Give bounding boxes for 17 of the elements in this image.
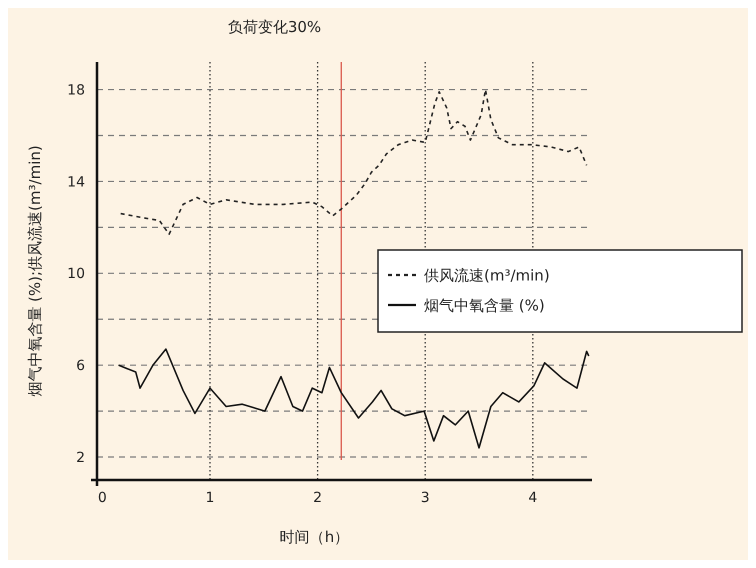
line-series <box>120 88 588 236</box>
x-tick-label: 0 <box>98 490 107 506</box>
line-series <box>118 348 590 449</box>
y-tick-label: 18 <box>67 82 85 98</box>
y-axis-title: 烟气中氧含量 (%);供风流速(m³/min) <box>26 145 44 397</box>
x-tick-label: 1 <box>206 490 214 506</box>
y-tick-label: 14 <box>67 174 86 190</box>
y-tick-label: 10 <box>67 266 85 282</box>
legend-label: 烟气中氧含量 (%) <box>424 296 545 314</box>
x-tick-label: 2 <box>313 490 322 506</box>
x-axis-title: 时间（h） <box>280 528 350 546</box>
legend-label: 供风流速(m³/min) <box>424 266 550 284</box>
chart-title: 负荷变化30% <box>228 18 322 36</box>
x-tick-label: 4 <box>528 490 538 506</box>
y-tick-label: 2 <box>76 450 85 466</box>
y-tick-label: 6 <box>76 358 86 374</box>
x-tick-label: 3 <box>420 490 430 506</box>
